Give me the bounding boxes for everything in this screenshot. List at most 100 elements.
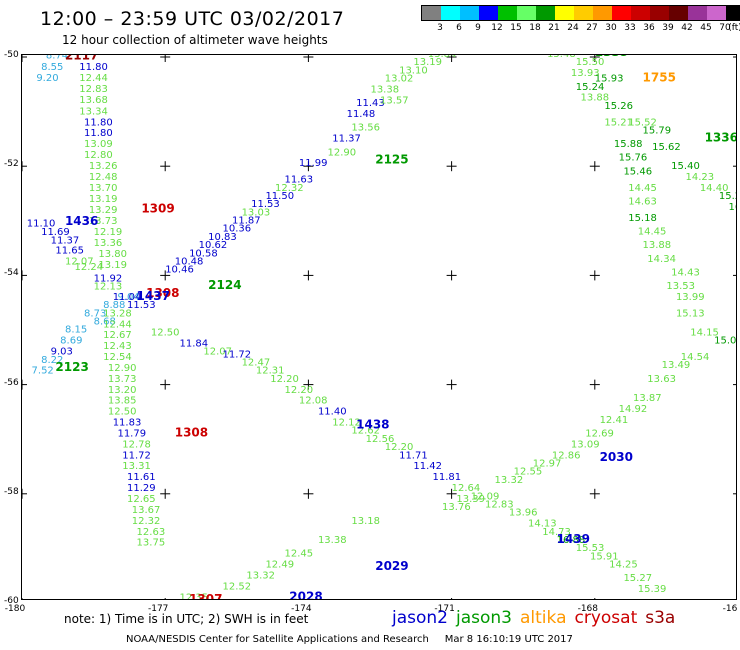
- wave-height-value: 13.39: [456, 494, 485, 505]
- wave-height-value: 13.32: [495, 475, 524, 486]
- pass-time-label: 1308: [146, 286, 179, 300]
- legend-swatch: [688, 6, 707, 20]
- pass-time-label: 1437: [137, 289, 170, 303]
- legend-swatch: [612, 6, 631, 20]
- satellite-name: jason2: [392, 608, 448, 628]
- legend-label: 24: [567, 23, 579, 33]
- legend-swatch: [707, 6, 726, 20]
- wave-height-value: 11.80: [79, 62, 108, 73]
- wave-height-value: 12.32: [132, 516, 161, 527]
- legend-swatch: [650, 6, 669, 20]
- pass-time-label: 1436: [65, 214, 98, 228]
- pass-time-label: 1307: [189, 592, 222, 600]
- pass-time-label: 1438: [356, 417, 389, 431]
- wave-height-value: 12.07: [203, 347, 232, 358]
- legend-swatch: [726, 6, 740, 20]
- wave-height-value: 13.73: [108, 374, 137, 385]
- wave-height-value: 13.19: [89, 194, 118, 205]
- latitude-tick-label: -56: [4, 377, 19, 388]
- wave-height-value: 12.55: [514, 467, 543, 478]
- latitude-tick-label: -52: [4, 159, 19, 170]
- legend-label: 27: [586, 23, 598, 33]
- legend-label: 15: [510, 23, 522, 33]
- wave-height-value: 15.02: [714, 336, 737, 347]
- longitude-tick-label: -168: [577, 604, 599, 614]
- wave-height-value: 13.31: [122, 461, 151, 472]
- wave-height-value: 12.24: [75, 262, 104, 273]
- wave-height-value: 15.53: [576, 543, 605, 554]
- pass-time-label: 2123: [55, 360, 88, 374]
- wave-height-value: 15.88: [614, 139, 643, 150]
- latitude-tick-label: -50: [4, 50, 19, 60]
- legend-label: 9: [475, 23, 481, 33]
- wave-height-value: 13.09: [84, 139, 113, 150]
- legend-swatch: [631, 6, 650, 20]
- wave-height-value: 13.76: [442, 502, 471, 513]
- wave-height-value: 14.45: [628, 183, 657, 194]
- wave-height-value: 12.19: [94, 227, 123, 238]
- credit-line: NOAA/NESDIS Center for Satellite Applica…: [126, 634, 573, 645]
- wave-height-value: 11.80: [84, 117, 113, 128]
- wave-height-value: 11.53: [127, 300, 156, 311]
- wave-height-value: 11.42: [413, 461, 442, 472]
- wave-height-value: 16.58: [728, 202, 737, 213]
- wave-height-value: 10.62: [199, 240, 228, 251]
- wave-height-value: 9.03: [51, 347, 73, 358]
- pass-time-label: 1309: [141, 202, 174, 216]
- pass-time-label: 2028: [289, 589, 322, 600]
- wave-height-value: 13.32: [246, 570, 275, 581]
- wave-height-value: 15.24: [576, 82, 605, 93]
- wave-height-value: 13.10: [399, 65, 428, 76]
- longitude-tick-label: -16: [722, 604, 738, 614]
- wave-height-value: 13.93: [571, 68, 600, 79]
- wave-height-value: 13.87: [633, 393, 662, 404]
- wave-height-value: 12.41: [600, 415, 629, 426]
- wave-height-value: 13.28: [103, 308, 132, 319]
- wave-height-value: 12.83: [79, 84, 108, 95]
- legend-swatch: [441, 6, 460, 20]
- pass-time-label: 1308: [175, 425, 208, 439]
- wave-height-value: 12.83: [485, 499, 514, 510]
- wave-height-value: 13.09: [571, 439, 600, 450]
- wave-height-value: 12.09: [471, 491, 500, 502]
- wave-height-value: 13.34: [79, 106, 108, 117]
- wave-height-value: 8.68: [94, 317, 116, 328]
- wave-height-value: 13.38: [370, 84, 399, 95]
- wave-height-value: 11.87: [232, 216, 261, 227]
- pass-time-label: 2125: [375, 152, 408, 166]
- wave-height-value: 13.88: [580, 93, 609, 104]
- wave-height-value: 12.44: [103, 319, 132, 330]
- wave-height-value: 11.10: [27, 218, 56, 229]
- wave-height-value: 12.63: [137, 527, 166, 538]
- wave-height-value: 12.31: [256, 366, 285, 377]
- wave-height-value: 9.04: [117, 292, 139, 303]
- wave-height-value: 12.90: [327, 147, 356, 158]
- wave-height-value: 12.97: [533, 459, 562, 470]
- wave-height-value: 14.13: [528, 519, 557, 530]
- wave-height-value: 7.52: [32, 366, 54, 377]
- wave-height-value: 15.93: [595, 74, 624, 85]
- wave-height-value: 13.26: [89, 161, 118, 172]
- wave-height-value: 12.20: [285, 385, 314, 396]
- legend-label: 45: [700, 23, 712, 33]
- satellite-name: altika: [520, 608, 567, 628]
- wave-height-value: 11.63: [285, 175, 314, 186]
- wave-height-value: 13.29: [89, 205, 118, 216]
- wave-height-value: 11.29: [127, 483, 156, 494]
- longitude-tick-label: -180: [4, 604, 26, 614]
- wave-height-value: 11.37: [51, 236, 80, 247]
- wave-height-value: 12.50: [108, 407, 137, 418]
- generated-timestamp: Mar 8 16:10:19 UTC 2017: [444, 634, 573, 645]
- wave-height-value: 15.91: [590, 551, 619, 562]
- page-subtitle: 12 hour collection of altimeter wave hei…: [62, 33, 328, 47]
- latitude-tick-label: -58: [4, 486, 19, 497]
- wave-height-value: 13.49: [662, 360, 691, 371]
- pass-time-label: 2030: [600, 450, 633, 464]
- wave-height-value: 8.15: [65, 325, 87, 336]
- latitude-tick-label: -60: [4, 596, 19, 606]
- wave-height-value: 13.96: [509, 508, 538, 519]
- wave-height-value: 12.54: [103, 352, 132, 363]
- wave-height-value: 12.69: [585, 428, 614, 439]
- pass-time-label: 2117: [65, 55, 98, 63]
